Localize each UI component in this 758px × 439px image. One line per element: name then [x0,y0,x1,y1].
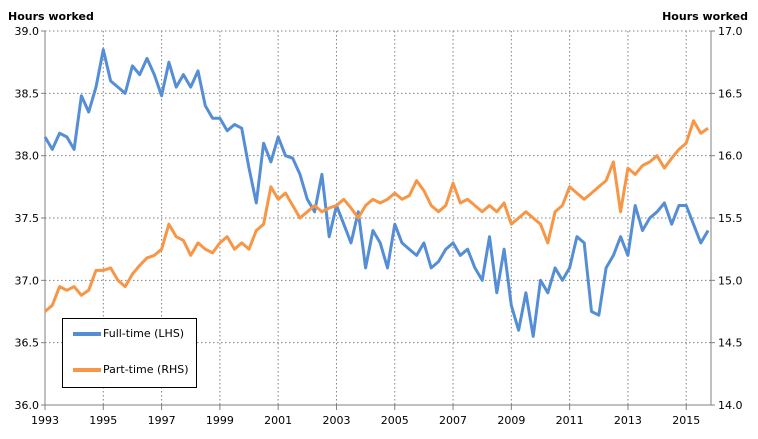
right-axis-title: Hours worked [662,10,748,23]
axes: 36.0 36.5 37.0 37.5 38.0 38.5 39.0 14.0 14.5 15.0… [15,25,743,427]
x-tick-label: 1995 [89,414,117,427]
legend-swatch-part-time [73,367,101,372]
left-tick-label: 37.0 [15,274,40,287]
left-tick-label: 38.5 [15,87,40,100]
right-tick-label: 14.5 [718,337,743,350]
series-line-full-time [43,48,710,338]
legend: Full-time (LHS) Part-time (RHS) [62,318,197,388]
gridlines [45,30,711,405]
x-tick-label: 2011 [556,414,584,427]
left-tick-label: 37.5 [15,212,40,225]
legend-item-full-time: Full-time (LHS) [73,327,184,340]
left-tick-label: 36.0 [15,399,40,412]
legend-label-full-time: Full-time (LHS) [103,327,185,340]
x-tick-label: 2009 [497,414,525,427]
x-tick-label: 2015 [672,414,700,427]
right-tick-label: 14.0 [718,399,743,412]
x-tick-label: 1997 [148,414,176,427]
legend-label-part-time: Part-time (RHS) [103,363,189,376]
right-tick-label: 16.0 [718,150,743,163]
x-tick-label: 1993 [31,414,59,427]
left-tick-label: 36.5 [15,337,40,350]
x-tick-label: 2013 [614,414,642,427]
legend-swatch-full-time [73,331,101,336]
x-tick-label: 2007 [439,414,467,427]
x-tick-label: 1999 [206,414,234,427]
left-tick-label: 38.0 [15,150,40,163]
right-tick-label: 16.5 [718,87,743,100]
x-tick-label: 2003 [322,414,350,427]
left-axis-title: Hours worked [8,10,94,23]
right-tick-label: 15.0 [718,274,743,287]
left-tick-label: 39.0 [15,25,40,38]
x-tick-label: 2001 [264,414,292,427]
x-tick-label: 2005 [381,414,409,427]
series-line-part-time [44,119,709,313]
right-tick-label: 17.0 [718,25,743,38]
right-tick-label: 15.5 [718,212,743,225]
legend-item-part-time: Part-time (RHS) [73,363,189,376]
series-lines [43,48,710,338]
